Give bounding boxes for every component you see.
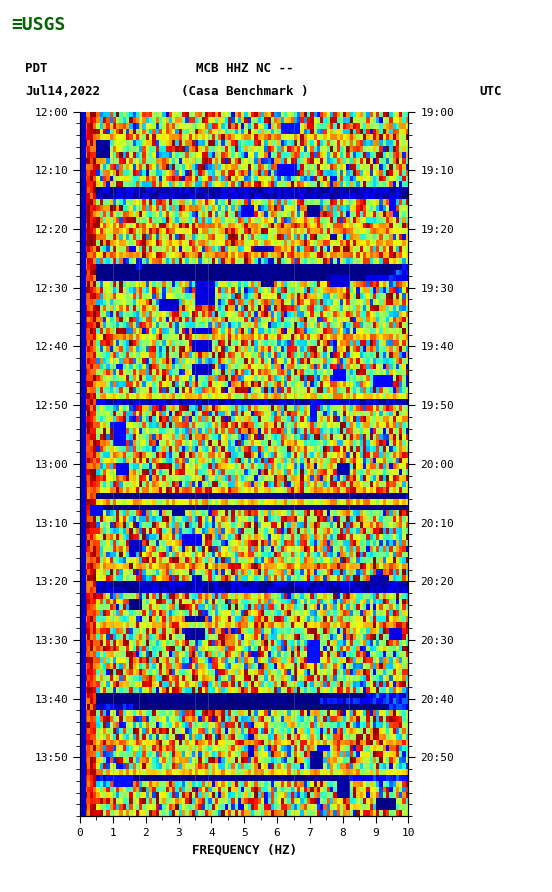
Text: UTC: UTC: [480, 86, 502, 98]
Text: ≡USGS: ≡USGS: [11, 16, 66, 34]
Text: PDT: PDT: [25, 62, 47, 75]
Text: (Casa Benchmark ): (Casa Benchmark ): [181, 86, 308, 98]
X-axis label: FREQUENCY (HZ): FREQUENCY (HZ): [192, 844, 297, 856]
Text: MCB HHZ NC --: MCB HHZ NC --: [195, 62, 293, 75]
Text: Jul14,2022: Jul14,2022: [25, 86, 100, 98]
